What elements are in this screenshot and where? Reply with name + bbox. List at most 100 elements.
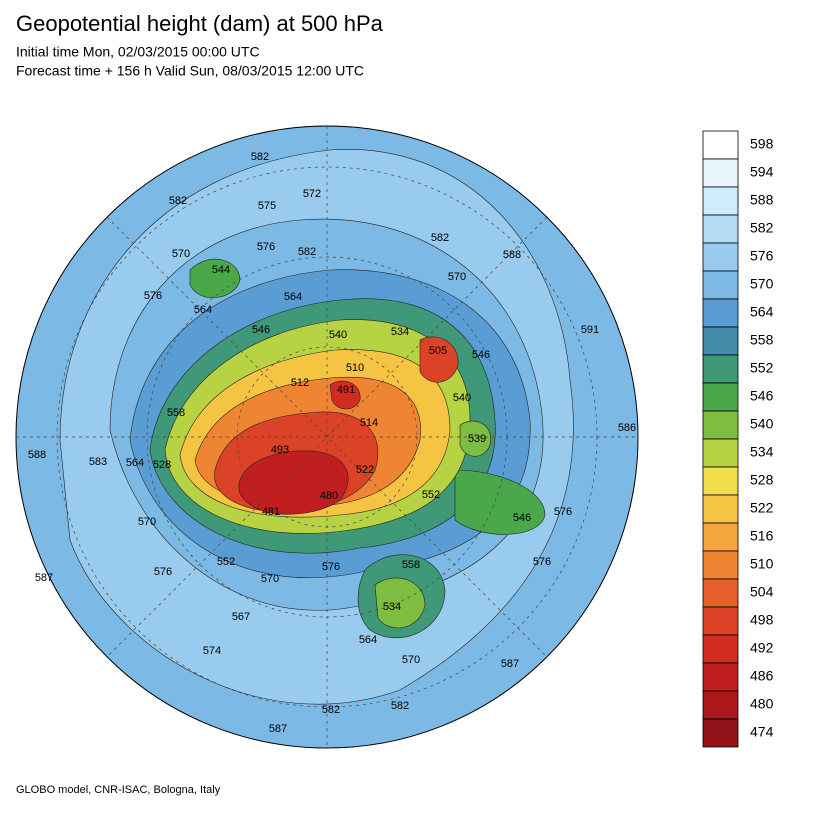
contour-label: 583	[89, 456, 107, 468]
colorbar-label: 480	[750, 696, 774, 712]
height-region	[459, 420, 492, 457]
contour-label: 564	[284, 291, 302, 303]
height-region	[419, 336, 459, 383]
colorbar-label: 546	[750, 388, 774, 404]
colorbar-swatch	[702, 242, 739, 272]
title: Geopotential height (dam) at 500 hPa	[16, 11, 384, 36]
contour-label: 572	[303, 188, 321, 200]
contour-label: 510	[346, 362, 364, 374]
contour-label: 546	[472, 349, 490, 361]
height-region	[238, 450, 349, 515]
colorbar-swatch	[702, 690, 739, 720]
contour-label: 587	[501, 658, 519, 670]
contour-label: 576	[533, 556, 551, 568]
contour-label: 582	[391, 700, 409, 712]
contour-label: 582	[169, 195, 187, 207]
contour-label: 567	[232, 611, 250, 623]
colorbar-label: 558	[750, 332, 774, 348]
initial-time: Initial time Mon, 02/03/2015 00:00 UTC	[16, 44, 260, 60]
contour-label: 552	[217, 556, 235, 568]
contour-label: 493	[271, 444, 289, 456]
contour-label: 539	[468, 433, 486, 445]
colorbar-swatch	[702, 522, 739, 552]
contour-label: 576	[554, 506, 572, 518]
contour-label: 514	[360, 417, 378, 429]
contour-label: 582	[298, 246, 316, 258]
colorbar-swatch	[702, 186, 739, 216]
colorbar-label: 486	[750, 668, 774, 684]
contour-label: 576	[144, 290, 162, 302]
contour-label: 570	[172, 248, 190, 260]
contour-label: 480	[320, 490, 338, 502]
colorbar-swatch	[702, 270, 739, 300]
contour-label: 575	[258, 200, 276, 212]
colorbar-label: 516	[750, 528, 774, 544]
colorbar-swatch	[702, 634, 739, 664]
colorbar-swatch	[702, 466, 739, 496]
colorbar-label: 598	[750, 136, 774, 152]
colorbar-label: 504	[750, 584, 774, 600]
colorbar-label: 522	[750, 500, 774, 516]
contour-label: 564	[359, 634, 377, 646]
contour-label: 564	[126, 457, 144, 469]
colorbar-swatch	[702, 298, 739, 328]
colorbar-swatch	[702, 578, 739, 608]
contour-label: 570	[402, 654, 420, 666]
colorbar-swatch	[702, 382, 739, 412]
contour-label: 534	[391, 326, 409, 338]
height-region	[189, 258, 241, 299]
contour-label: 512	[291, 377, 309, 389]
colorbar-label: 534	[750, 444, 774, 460]
contour-label: 582	[251, 151, 269, 163]
colorbar-label: 492	[750, 640, 774, 656]
contour-label: 582	[322, 704, 340, 716]
colorbar-label: 510	[750, 556, 774, 572]
contour-labels: 582 572 575 582 576 582 570 544 582 588 576 564 564 5…	[28, 151, 636, 735]
contour-label: 570	[448, 271, 466, 283]
colorbar-swatch	[702, 326, 739, 356]
contour-label: 588	[28, 449, 46, 461]
contour-label: 576	[154, 566, 172, 578]
forecast-time: Forecast time + 156 h Valid Sun, 08/03/2…	[16, 63, 364, 79]
colorbar-swatch	[702, 494, 739, 524]
contour-label: 540	[329, 329, 347, 341]
contour-label: 491	[337, 384, 355, 396]
contour-label: 546	[513, 512, 531, 524]
contour-label: 522	[356, 464, 374, 476]
contour-label: 587	[35, 572, 53, 584]
colorbar-label: 474	[750, 724, 774, 740]
colorbar-swatch	[702, 438, 739, 468]
colorbar-label: 552	[750, 360, 774, 376]
colorbar-label: 498	[750, 612, 774, 628]
colorbar-swatch	[702, 718, 739, 748]
colorbar-swatch	[702, 662, 739, 692]
colorbar-swatch	[702, 550, 739, 580]
colorbar-swatch	[702, 130, 739, 160]
contour-label: 574	[203, 645, 221, 657]
contour-label: 528	[153, 459, 171, 471]
colorbar-swatch	[702, 158, 739, 188]
height-region	[454, 469, 546, 535]
colorbar-label: 594	[750, 164, 774, 180]
colorbar-label: 588	[750, 192, 774, 208]
footer: GLOBO model, CNR-ISAC, Bologna, Italy	[16, 784, 221, 796]
contour-label: 481	[262, 506, 280, 518]
colorbar-label: 582	[750, 220, 774, 236]
colorbar-label: 570	[750, 276, 774, 292]
colorbar-swatch	[702, 410, 739, 440]
contour-label: 576	[322, 561, 340, 573]
contour-label: 591	[581, 324, 599, 336]
colorbar-label: 576	[750, 248, 774, 264]
contour-label: 588	[503, 249, 521, 261]
colorbar-label: 540	[750, 416, 774, 432]
contour-label: 587	[269, 723, 287, 735]
contour-label: 546	[252, 324, 270, 336]
colorbar: 598 594 588 582 576 570 564 558 552 546 540 534 528 5…	[702, 130, 774, 748]
contour-label: 558	[402, 559, 420, 571]
contour-label: 570	[261, 573, 279, 585]
contour-label: 570	[138, 516, 156, 528]
contour-label: 582	[431, 232, 449, 244]
colorbar-label: 528	[750, 472, 774, 488]
height-region	[329, 380, 361, 410]
